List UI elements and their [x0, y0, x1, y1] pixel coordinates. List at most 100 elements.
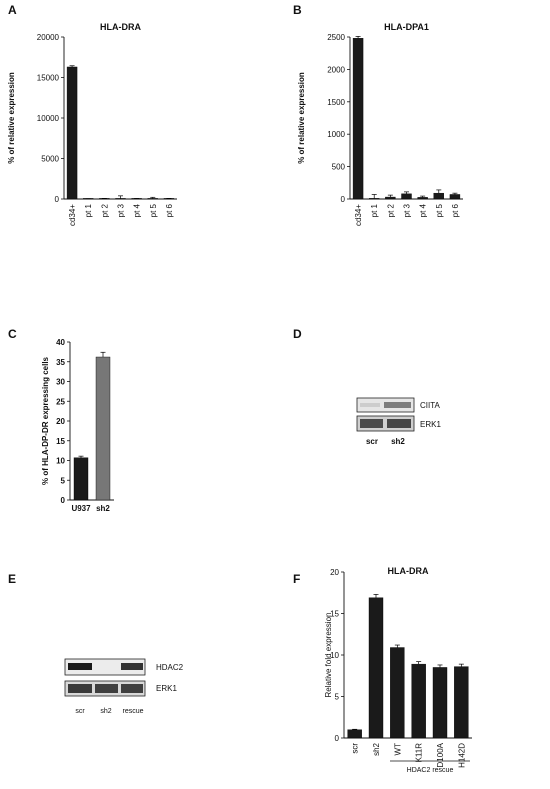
y-tick-label-b: 500	[332, 163, 346, 172]
y-tick-label-c: 35	[56, 358, 65, 367]
x-tick-label-f: H142D	[457, 743, 466, 768]
bar-f	[411, 663, 426, 739]
y-tick-label-a: 5000	[41, 155, 59, 164]
y-tick-label-f: 0	[335, 734, 340, 743]
x-tick-label-f: sh2	[372, 742, 381, 755]
x-tick-label-a: pt 1	[84, 203, 93, 217]
blot-lane-e-sh2: sh2	[100, 708, 111, 715]
y-tick-label-c: 30	[56, 378, 65, 387]
x-tick-label-b: cd34+	[354, 204, 363, 226]
chart-title-a: HLA-DRA	[100, 22, 141, 32]
y-tick-label-a: 15000	[37, 74, 60, 83]
x-tick-label-b: pt 6	[451, 203, 460, 217]
y-tick-label-a: 20000	[37, 33, 60, 42]
x-tick-label-a: pt 4	[133, 203, 142, 217]
x-tick-label-b: pt 2	[386, 203, 395, 217]
panel-letter-b: B	[293, 3, 302, 17]
bar-f	[347, 729, 362, 739]
bar-f	[432, 667, 448, 739]
blot-label-hdac2: HDAC2	[156, 663, 184, 672]
bar-f	[368, 597, 384, 739]
y-tick-label-b: 0	[341, 195, 346, 204]
blot-label-erk1-d: ERK1	[420, 420, 441, 429]
bar-b	[385, 196, 396, 200]
blot-lane-d-sh2: sh2	[391, 437, 405, 446]
y-tick-label-b: 1000	[327, 130, 345, 139]
y-tick-label-a: 10000	[37, 114, 60, 123]
x-tick-label-a: pt 2	[100, 203, 109, 217]
blot-lane-d-scr: scr	[366, 437, 378, 446]
x-tick-label-a: pt 3	[117, 203, 126, 217]
x-tick-label-b: pt 1	[370, 203, 379, 217]
y-tick-label-b: 1500	[327, 98, 345, 107]
bar-a	[66, 66, 78, 200]
bar-c	[73, 457, 89, 501]
y-tick-label-c: 40	[56, 338, 65, 347]
bar-c	[95, 356, 111, 501]
y-tick-label-c: 10	[56, 457, 65, 466]
y-tick-label-c: 5	[61, 476, 66, 485]
y-tick-label-f: 15	[330, 610, 339, 619]
blot-band-erk1-d-sh2	[387, 419, 411, 428]
bar-b	[352, 38, 364, 200]
chart-panel-a: 0 5000 10000 15000 20000 HLA-DRA % of relative…	[7, 22, 177, 226]
rescue-bracket: HDAC2 rescue	[390, 760, 470, 774]
y-tick-label-c: 20	[56, 417, 65, 426]
blot-band-hdac2-scr	[68, 663, 92, 670]
blot-lane-e-rescue: rescue	[122, 708, 143, 715]
y-axis-label-c: % of HLA-DP-DR expressing cells	[41, 356, 50, 485]
y-tick-label-c: 0	[61, 496, 66, 505]
blot-band-erk1-e-rescue	[121, 684, 143, 693]
blot-band-erk1-e-sh2	[95, 684, 118, 693]
panel-letter-e: E	[8, 572, 16, 586]
y-tick-label-b: 2000	[327, 65, 345, 74]
western-blot-d: CIITA ERK1 scr sh2	[356, 397, 441, 446]
chart-panel-c: 0 5 10 15 20 25 30 35 40 % of HLA-DP-DR expressin…	[41, 338, 114, 513]
x-tick-label-c: sh2	[96, 504, 110, 513]
x-tick-label-f: WT	[393, 743, 402, 756]
y-tick-label-f: 5	[335, 693, 340, 702]
bar-b	[433, 192, 444, 200]
bar-b	[417, 197, 428, 200]
blot-label-ciita: CIITA	[420, 401, 441, 410]
blot-band-hdac2-rescue	[121, 663, 143, 670]
x-tick-label-b: pt 3	[403, 203, 412, 217]
y-tick-label-c: 15	[56, 437, 65, 446]
y-tick-label-c: 25	[56, 397, 65, 406]
x-tick-label-a: pt 6	[165, 203, 174, 217]
x-tick-label-a: cd34+	[68, 204, 77, 226]
panel-letter-f: F	[293, 572, 300, 586]
x-tick-label-b: pt 5	[435, 203, 444, 217]
chart-title-f: HLA-DRA	[388, 566, 429, 576]
bar-b	[449, 194, 461, 200]
western-blot-e: HDAC2 ERK1 scr sh2 rescue	[64, 658, 184, 715]
blot-lane-e-scr: scr	[75, 708, 85, 715]
blot-band-erk1-e-scr	[68, 684, 92, 693]
y-axis-label-a: % of relative expression	[7, 72, 16, 164]
y-tick-label-b: 2500	[327, 33, 345, 42]
panel-letter-d: D	[293, 327, 302, 341]
x-tick-label-f: D100A	[436, 742, 445, 767]
y-tick-label-f: 10	[330, 651, 339, 660]
x-tick-label-f: K11R	[415, 743, 424, 763]
bar-f	[454, 666, 469, 739]
panel-letter-c: C	[8, 327, 17, 341]
bar-b	[401, 193, 412, 200]
x-tick-label-c: U937	[71, 504, 91, 513]
y-tick-label-f: 20	[330, 568, 339, 577]
y-axis-label-f: Relative fold expression	[324, 613, 333, 698]
blot-band-ciita-sh2	[384, 402, 411, 408]
x-tick-label-f: scr	[351, 743, 360, 754]
x-tick-label-b: pt 4	[419, 203, 428, 217]
chart-title-b: HLA-DPA1	[384, 22, 429, 32]
blot-label-erk1-e: ERK1	[156, 684, 177, 693]
chart-panel-f: 0 5 10 15 20 HLA-DRA Relative fold expression s…	[324, 566, 472, 768]
y-tick-label-a: 0	[55, 195, 60, 204]
blot-band-erk1-d-scr	[360, 419, 383, 428]
bar-b	[369, 198, 380, 200]
panel-letter-a: A	[8, 3, 17, 17]
x-tick-label-a: pt 5	[149, 203, 158, 217]
bar-f	[390, 647, 405, 739]
blot-band-ciita-scr	[360, 403, 380, 407]
